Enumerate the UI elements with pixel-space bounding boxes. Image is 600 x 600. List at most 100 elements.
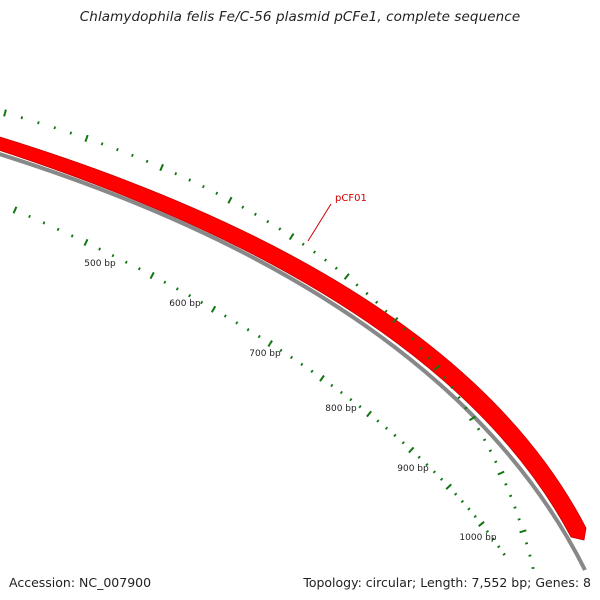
outer-minor-tick — [528, 554, 532, 557]
outer-major-tick — [519, 529, 527, 534]
outer-minor-tick — [517, 518, 521, 521]
outer-tick-marks — [3, 109, 535, 570]
inner-minor-tick — [376, 419, 380, 423]
gene-label-leader — [307, 203, 332, 242]
outer-minor-tick — [266, 219, 270, 224]
outer-minor-tick — [253, 212, 257, 216]
outer-major-tick — [227, 196, 233, 204]
inner-minor-tick — [279, 348, 283, 353]
inner-major-tick — [408, 446, 415, 454]
outer-major-tick — [497, 470, 505, 476]
inner-minor-tick — [339, 390, 343, 395]
inner-major-tick — [478, 521, 485, 527]
outer-minor-tick — [384, 309, 388, 313]
outer-minor-tick — [482, 438, 487, 442]
outer-minor-tick — [188, 178, 192, 182]
inner-minor-tick — [330, 383, 334, 388]
outer-minor-tick — [504, 483, 508, 486]
outer-minor-tick — [20, 116, 24, 120]
scale-labels: 500 bp 600 bp 700 bp 800 bp 900 bp 1000 bp — [84, 259, 497, 543]
outer-minor-tick — [145, 159, 149, 164]
outer-major-tick — [159, 163, 164, 172]
outer-minor-tick — [69, 131, 73, 135]
inner-minor-tick — [246, 328, 250, 332]
inner-major-tick — [12, 206, 18, 214]
inner-major-tick — [210, 305, 217, 313]
inner-minor-tick — [497, 545, 501, 549]
outer-minor-tick — [411, 337, 415, 341]
outer-minor-tick — [37, 121, 40, 125]
outer-minor-tick — [524, 542, 529, 545]
inner-minor-tick — [393, 433, 397, 438]
inner-minor-tick — [163, 280, 167, 284]
inner-minor-tick — [425, 462, 429, 467]
outer-major-tick — [392, 317, 399, 324]
inner-minor-tick — [453, 492, 458, 496]
outer-minor-tick — [402, 327, 406, 331]
outer-minor-tick — [531, 566, 535, 570]
inner-minor-tick — [349, 397, 353, 402]
inner-minor-tick — [485, 529, 490, 534]
outer-minor-tick — [450, 385, 454, 389]
inner-minor-tick — [432, 470, 436, 474]
outer-minor-tick — [323, 258, 328, 262]
outer-major-tick — [343, 273, 350, 280]
scale-label: 700 bp — [249, 349, 281, 359]
outer-minor-tick — [443, 375, 447, 379]
inner-minor-tick — [188, 293, 192, 298]
outer-minor-tick — [476, 427, 481, 431]
inner-major-tick — [366, 410, 372, 418]
outer-minor-tick — [334, 266, 338, 270]
outer-minor-tick — [375, 300, 379, 304]
inner-tick-marks — [12, 206, 506, 556]
outer-minor-tick — [301, 242, 305, 246]
outer-minor-tick — [464, 406, 468, 410]
scale-label: 800 bp — [325, 404, 357, 414]
inner-minor-tick — [384, 426, 389, 430]
gene-label-pCF01[interactable]: pCF01 — [335, 193, 367, 204]
inner-major-tick — [267, 340, 273, 348]
inner-minor-tick — [175, 287, 179, 291]
gene-arrow-pCF01[interactable] — [0, 131, 587, 541]
inner-minor-tick — [223, 314, 227, 318]
inner-minor-tick — [439, 477, 444, 481]
outer-minor-tick — [312, 250, 317, 254]
inner-minor-tick — [358, 405, 362, 409]
inner-minor-tick — [98, 247, 102, 251]
inner-minor-tick — [300, 362, 304, 366]
outer-minor-tick — [488, 449, 493, 453]
scale-label: 600 bp — [169, 299, 201, 309]
map-title: Chlamydophila felis Fe/C-56 plasmid pCFe… — [79, 9, 521, 25]
inner-minor-tick — [42, 221, 46, 225]
topology-summary: Topology: circular; Length: 7,552 bp; Ge… — [303, 575, 591, 590]
outer-minor-tick — [278, 227, 282, 231]
inner-major-tick — [149, 271, 155, 280]
outer-minor-tick — [355, 283, 359, 287]
outer-minor-tick — [365, 291, 369, 296]
scale-label: 500 bp — [84, 259, 116, 269]
outer-minor-tick — [201, 185, 205, 189]
inner-minor-tick — [28, 214, 31, 219]
inner-minor-tick — [467, 507, 471, 511]
outer-minor-tick — [116, 147, 119, 152]
outer-minor-tick — [427, 356, 431, 360]
inner-minor-tick — [111, 254, 115, 258]
backbone-arc — [0, 152, 587, 571]
inner-minor-tick — [137, 267, 141, 271]
outer-minor-tick — [53, 126, 57, 130]
inner-minor-tick — [56, 227, 60, 232]
outer-minor-tick — [508, 494, 513, 498]
outer-major-tick — [288, 233, 295, 241]
outer-major-tick — [468, 415, 476, 422]
outer-minor-tick — [131, 153, 134, 158]
inner-major-tick — [445, 483, 452, 490]
inner-minor-tick — [200, 300, 204, 305]
inner-major-tick — [83, 238, 89, 247]
outer-minor-tick — [100, 142, 104, 146]
inner-minor-tick — [460, 499, 465, 504]
accession-label: Accession: NC_007900 — [9, 575, 152, 590]
outer-major-tick — [84, 134, 89, 143]
outer-major-tick — [3, 109, 7, 117]
outer-minor-tick — [174, 172, 178, 176]
inner-minor-tick — [70, 234, 74, 238]
